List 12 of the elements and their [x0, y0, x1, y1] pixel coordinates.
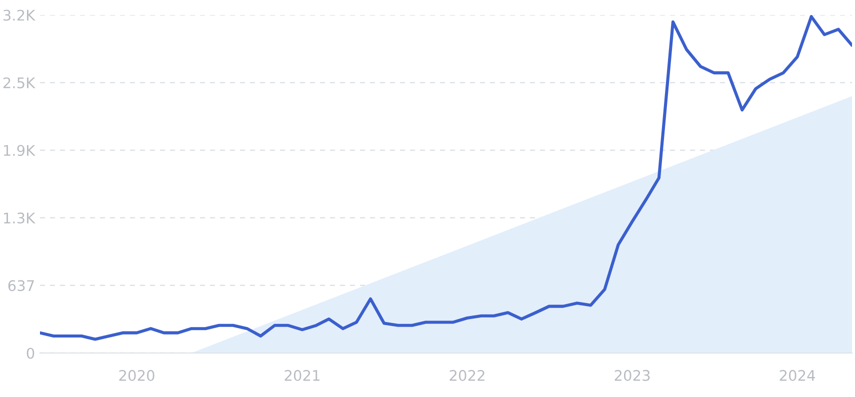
x-tick-label: 2024: [780, 370, 816, 381]
line-series: [40, 15, 852, 341]
y-tick-label: 0: [26, 348, 34, 359]
y-tick-label: 3.2K: [3, 10, 36, 21]
y-tick-label: 1.3K: [4, 212, 36, 224]
y-tick-label: 637: [8, 280, 34, 292]
x-tick-label: 2020: [119, 370, 154, 381]
x-tick-label: 2023: [614, 370, 650, 381]
x-tick-label: 2022: [450, 370, 484, 381]
x-tick-label: 2021: [284, 370, 320, 381]
y-tick-label: 1.9K: [4, 144, 36, 156]
y-tick-label: 2.5K: [3, 77, 36, 88]
